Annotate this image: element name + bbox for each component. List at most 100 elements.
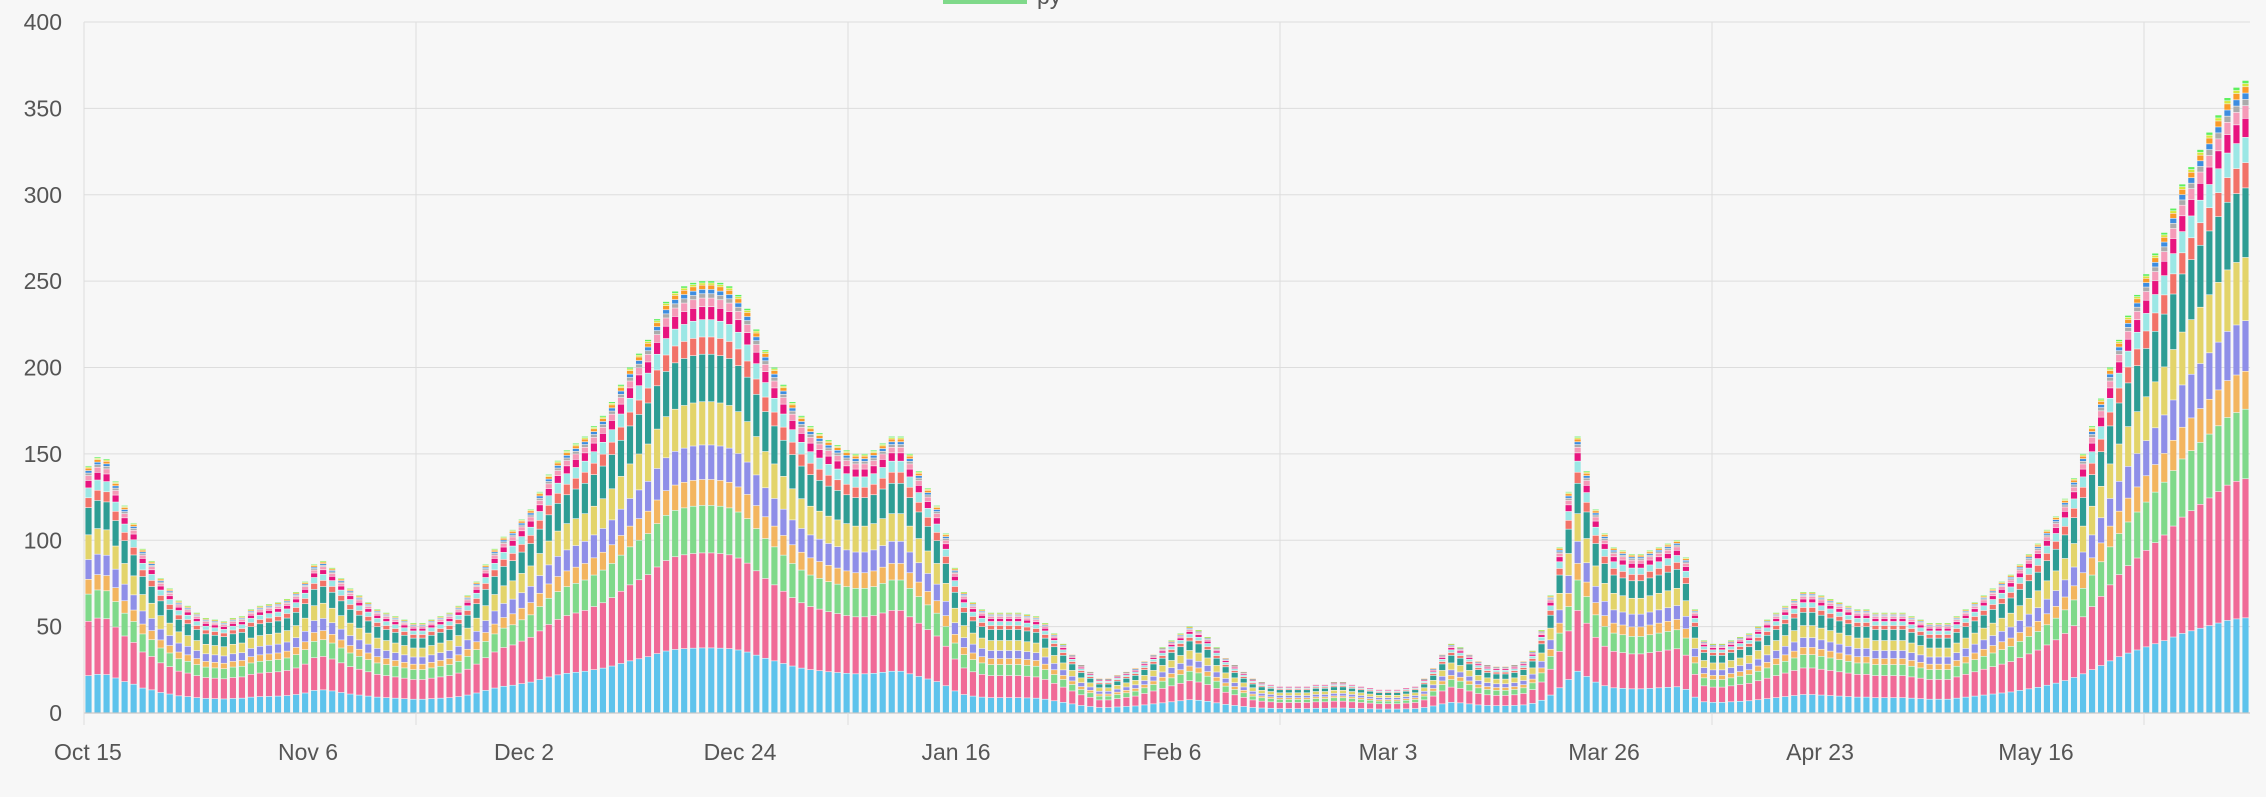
bar-segment[interactable] — [970, 644, 976, 652]
bar-segment[interactable] — [419, 664, 425, 669]
bar-segment[interactable] — [564, 616, 570, 673]
bar-segment[interactable] — [898, 473, 904, 483]
bar-segment[interactable] — [1367, 709, 1373, 712]
bar-segment[interactable] — [1123, 675, 1129, 676]
bar-segment[interactable] — [356, 628, 362, 639]
bar-segment[interactable] — [663, 491, 669, 515]
bar-segment[interactable] — [221, 679, 227, 699]
bar-segment[interactable] — [1800, 655, 1806, 668]
bar-segment[interactable] — [735, 487, 741, 511]
bar-segment[interactable] — [483, 567, 489, 568]
bar-segment[interactable] — [329, 577, 335, 581]
bar-segment[interactable] — [347, 667, 353, 694]
bar-segment[interactable] — [338, 616, 344, 629]
bar-segment[interactable] — [2035, 572, 2041, 590]
bar-segment[interactable] — [1981, 640, 1987, 649]
bar-segment[interactable] — [1638, 560, 1644, 563]
bar-segment[interactable] — [880, 444, 886, 445]
bar-segment[interactable] — [1141, 681, 1147, 685]
bar-segment[interactable] — [907, 459, 913, 461]
bar-segment[interactable] — [113, 482, 119, 483]
bar-segment[interactable] — [1268, 697, 1274, 698]
bar-segment[interactable] — [1367, 697, 1373, 698]
bar-segment[interactable] — [708, 285, 714, 289]
bar-segment[interactable] — [1963, 614, 1969, 615]
bar-segment[interactable] — [1899, 619, 1905, 621]
bar-segment[interactable] — [943, 602, 949, 616]
bar-segment[interactable] — [1656, 557, 1662, 561]
bar-segment[interactable] — [1123, 679, 1129, 683]
bar-segment[interactable] — [1818, 657, 1824, 669]
bar-segment[interactable] — [266, 618, 272, 622]
bar-segment[interactable] — [1223, 693, 1229, 705]
bar-segment[interactable] — [1945, 680, 1951, 699]
bar-segment[interactable] — [149, 575, 155, 580]
bar-segment[interactable] — [320, 640, 326, 656]
bar-segment[interactable] — [2017, 578, 2023, 583]
bar-segment[interactable] — [880, 613, 886, 672]
bar-segment[interactable] — [528, 544, 534, 566]
bar-segment[interactable] — [374, 614, 380, 615]
bar-segment[interactable] — [1520, 705, 1526, 712]
bar-segment[interactable] — [997, 665, 1003, 675]
bar-segment[interactable] — [1529, 659, 1535, 661]
bar-segment[interactable] — [1701, 647, 1707, 649]
bar-segment[interactable] — [952, 593, 958, 608]
bar-segment[interactable] — [654, 355, 660, 370]
bar-segment[interactable] — [880, 489, 886, 518]
bar-segment[interactable] — [2062, 580, 2068, 597]
bar-segment[interactable] — [1502, 696, 1508, 706]
bar-segment[interactable] — [230, 667, 236, 677]
bar-segment[interactable] — [645, 342, 651, 343]
bar-segment[interactable] — [1394, 696, 1400, 698]
bar-segment[interactable] — [401, 655, 407, 662]
bar-segment[interactable] — [1782, 673, 1788, 696]
bar-segment[interactable] — [1105, 683, 1111, 684]
bar-segment[interactable] — [1918, 625, 1924, 627]
bar-segment[interactable] — [1502, 706, 1508, 712]
bar-segment[interactable] — [889, 580, 895, 610]
bar-segment[interactable] — [1773, 617, 1779, 618]
bar-segment[interactable] — [1728, 678, 1734, 685]
bar-segment[interactable] — [961, 626, 967, 637]
bar-segment[interactable] — [446, 676, 452, 697]
bar-segment[interactable] — [1006, 619, 1012, 621]
bar-segment[interactable] — [266, 661, 272, 672]
bar-segment[interactable] — [2008, 580, 2014, 582]
bar-segment[interactable] — [844, 474, 850, 484]
bar-segment[interactable] — [699, 355, 705, 402]
bar-segment[interactable] — [618, 386, 624, 387]
bar-segment[interactable] — [1313, 689, 1319, 692]
bar-segment[interactable] — [2125, 427, 2131, 466]
bar-segment[interactable] — [1674, 589, 1680, 606]
bar-segment[interactable] — [979, 697, 985, 712]
bar-segment[interactable] — [798, 416, 804, 417]
bar-segment[interactable] — [329, 569, 335, 570]
bar-segment[interactable] — [1547, 616, 1553, 628]
bar-segment[interactable] — [2125, 340, 2131, 351]
bar-segment[interactable] — [1602, 602, 1608, 616]
bar-segment[interactable] — [2134, 650, 2140, 712]
bar-segment[interactable] — [780, 664, 786, 713]
bar-segment[interactable] — [952, 587, 958, 592]
bar-segment[interactable] — [943, 647, 949, 686]
bar-segment[interactable] — [410, 664, 416, 669]
bar-segment[interactable] — [1692, 623, 1698, 627]
bar-segment[interactable] — [1493, 669, 1499, 670]
bar-segment[interactable] — [2134, 299, 2140, 303]
bar-segment[interactable] — [320, 587, 326, 603]
bar-segment[interactable] — [464, 611, 470, 615]
bar-segment[interactable] — [853, 454, 859, 455]
bar-segment[interactable] — [816, 435, 822, 436]
bar-segment[interactable] — [654, 335, 660, 342]
bar-segment[interactable] — [636, 580, 642, 658]
bar-segment[interactable] — [699, 285, 705, 289]
bar-segment[interactable] — [916, 582, 922, 596]
bar-segment[interactable] — [474, 594, 480, 599]
bar-segment[interactable] — [807, 452, 813, 463]
bar-segment[interactable] — [1484, 690, 1490, 695]
bar-segment[interactable] — [970, 672, 976, 696]
bar-segment[interactable] — [708, 337, 714, 354]
bar-segment[interactable] — [1674, 556, 1680, 562]
bar-segment[interactable] — [401, 699, 407, 712]
